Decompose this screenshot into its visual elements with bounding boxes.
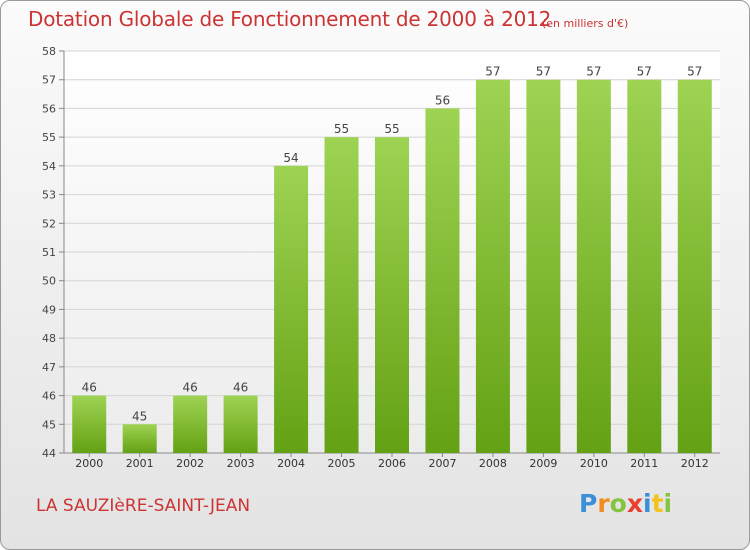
logo-letter: P <box>579 489 598 518</box>
logo-letter: t <box>651 489 664 518</box>
bar <box>324 137 359 453</box>
x-tick-label: 2004 <box>277 457 305 470</box>
y-tick-label: 49 <box>42 303 56 316</box>
bar <box>173 395 208 453</box>
bar-value-label: 45 <box>132 409 147 423</box>
y-tick-label: 51 <box>42 246 56 259</box>
y-tick-label: 50 <box>42 275 56 288</box>
y-tick-label: 56 <box>42 102 56 115</box>
bar-value-label: 55 <box>334 122 349 136</box>
commune-name: LA SAUZIèRE-SAINT-JEAN <box>36 496 251 516</box>
y-tick-label: 46 <box>42 390 56 403</box>
y-tick-label: 48 <box>42 332 56 345</box>
y-tick-label: 57 <box>42 74 56 87</box>
x-tick-label: 2005 <box>328 457 356 470</box>
bar <box>223 395 258 453</box>
y-tick-label: 58 <box>42 45 56 58</box>
bar <box>122 424 157 453</box>
bar-value-label: 56 <box>435 93 450 107</box>
bar-value-label: 46 <box>183 381 198 395</box>
x-tick-label: 2009 <box>529 457 557 470</box>
x-tick-label: 2007 <box>428 457 456 470</box>
unit-label: (en milliers d'€) <box>542 17 629 30</box>
bar-value-label: 57 <box>485 65 500 79</box>
x-tick-label: 2000 <box>75 457 103 470</box>
bar <box>526 79 561 453</box>
bar-value-label: 57 <box>637 65 652 79</box>
bar <box>425 108 460 453</box>
x-tick-label: 2011 <box>630 457 658 470</box>
x-tick-label: 2012 <box>681 457 709 470</box>
x-tick-label: 2001 <box>126 457 154 470</box>
bar <box>375 137 409 453</box>
chart-title: Dotation Globale de Fonctionnement de 20… <box>28 7 552 31</box>
logo-letter: r <box>597 489 610 518</box>
x-tick-label: 2003 <box>227 457 255 470</box>
bar <box>475 79 510 453</box>
y-tick-label: 44 <box>42 447 56 460</box>
logo-letter: o <box>609 489 627 518</box>
bar <box>677 79 712 453</box>
bar-value-label: 46 <box>82 381 97 395</box>
x-tick-label: 2002 <box>176 457 204 470</box>
bar-value-label: 54 <box>283 151 298 165</box>
logo-letter: x <box>626 489 643 518</box>
bar <box>627 79 662 453</box>
bar-value-label: 55 <box>384 122 399 136</box>
y-tick-label: 53 <box>42 189 56 202</box>
y-tick-label: 54 <box>42 160 56 173</box>
bar <box>72 395 107 453</box>
y-tick-label: 47 <box>42 361 56 374</box>
bar-value-label: 57 <box>586 65 601 79</box>
y-tick-label: 45 <box>42 418 56 431</box>
x-tick-label: 2010 <box>580 457 608 470</box>
x-tick-label: 2008 <box>479 457 507 470</box>
bar-value-label: 57 <box>536 65 551 79</box>
logo-letter: i <box>663 489 673 518</box>
proxiti-logo[interactable]: Proxiti <box>579 489 672 518</box>
x-tick-label: 2006 <box>378 457 406 470</box>
bar-value-label: 57 <box>687 65 702 79</box>
y-tick-label: 52 <box>42 217 56 230</box>
bar <box>576 79 611 453</box>
logo-letter: i <box>643 489 652 518</box>
bar <box>274 165 309 453</box>
bar-value-label: 46 <box>233 381 248 395</box>
y-tick-label: 55 <box>42 131 56 144</box>
